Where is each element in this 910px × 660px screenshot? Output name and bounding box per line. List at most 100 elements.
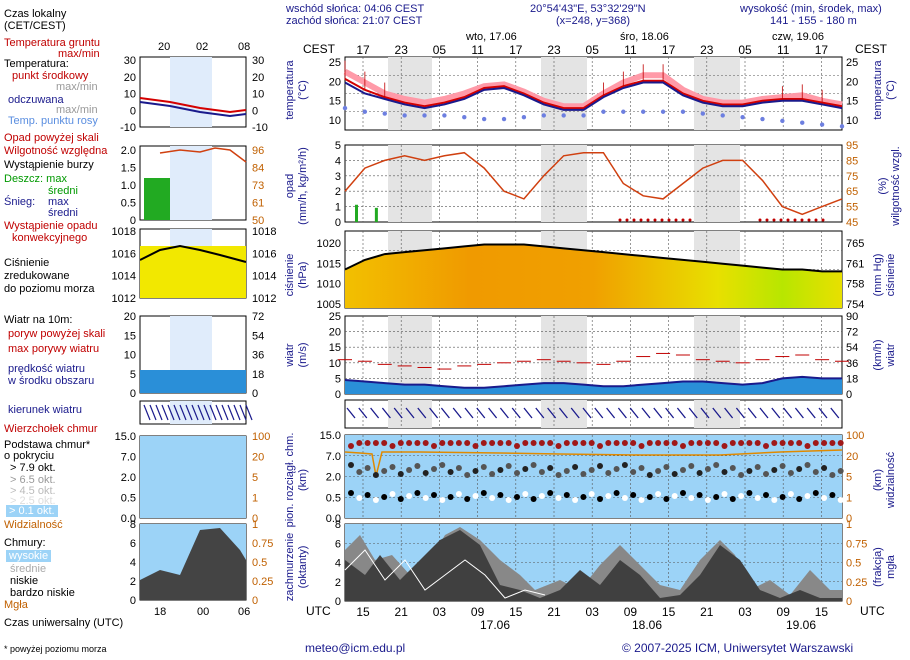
cloud-low-dot-18 xyxy=(497,492,504,498)
cloud-top-dot-9 xyxy=(422,440,429,446)
night-band-wind-0 xyxy=(388,316,432,394)
cloud-base-dot-44 xyxy=(713,462,720,468)
leg-wind-r-4: 0 xyxy=(252,388,258,400)
wind-arrow-35 xyxy=(759,407,769,419)
wind-axis-l-1: 20 xyxy=(329,327,341,339)
cloud-low-dot-52 xyxy=(779,494,786,500)
dew-point-dot-15 xyxy=(641,109,646,114)
wind-arrow-31 xyxy=(712,407,722,419)
prec-axis-l-0: 5 xyxy=(335,140,341,152)
cloud-top-dot-4 xyxy=(381,440,388,446)
cloud-base-dot-33 xyxy=(621,462,628,468)
cloud-low-dot-26 xyxy=(563,492,570,498)
legend-wind-speed: prędkość wiatru xyxy=(8,363,86,375)
cloud-base-dot-10 xyxy=(431,466,437,472)
legend-visibility: Widzialność xyxy=(4,519,63,531)
dew-point-dot-1 xyxy=(362,109,368,114)
cest-tick-9: 23 xyxy=(700,43,714,57)
legend-okt65: > 6.5 okt. xyxy=(10,474,56,486)
cloud-low-dot-43 xyxy=(704,497,711,503)
leg-fog-r-3: 0.25 xyxy=(252,576,273,588)
cloud-base-dot-48 xyxy=(746,468,753,474)
cloud-top-dot-28 xyxy=(580,440,587,446)
cloud-top-dot-47 xyxy=(738,440,745,446)
wind-arrow-36 xyxy=(771,407,781,419)
temp-axis-r-3: 10 xyxy=(846,115,858,127)
cloud-base-dot-16 xyxy=(480,464,487,470)
cloud-base-dot-46 xyxy=(729,465,736,471)
cloud-low-dot-51 xyxy=(771,497,778,503)
wind-arrow-21 xyxy=(594,407,604,419)
cloud-top-dot-49 xyxy=(754,440,761,446)
cloud-axis-l-2: 2.0 xyxy=(326,472,341,484)
cloud-base-dot-50 xyxy=(763,471,769,477)
cloud-axis-l-4: 0.0 xyxy=(326,513,341,525)
conv-dot-a-3 xyxy=(639,218,643,222)
leg-temp-r-0: 30 xyxy=(252,55,264,67)
cloud-low-dot-44 xyxy=(713,494,720,500)
temp-axis-l-3: 10 xyxy=(329,115,341,127)
wind-arrow-22 xyxy=(606,407,616,419)
cest-label-left: CEST xyxy=(303,42,336,56)
height-values: 141 - 155 - 180 m xyxy=(770,15,857,27)
cest-tick-6: 05 xyxy=(586,43,600,57)
cloud-low-dot-55 xyxy=(804,493,811,499)
legend-utc-time: Czas uniwersalny (UTC) xyxy=(4,617,124,629)
night-band-prec-1 xyxy=(541,145,587,222)
leg-vis-r-1: 20 xyxy=(252,452,264,464)
cloud-low-dot-16 xyxy=(480,490,487,496)
wind-arrow-14 xyxy=(511,407,521,419)
dew-point-dot-13 xyxy=(601,109,606,114)
wind-axis-l-4: 5 xyxy=(335,373,341,385)
leg-temp-l-0: 30 xyxy=(124,55,136,67)
wind-axis-l-0: 25 xyxy=(329,311,341,323)
legend-rain-mean: średni xyxy=(48,185,78,197)
legend-wind-area xyxy=(140,370,246,393)
cloud-low-dot-12 xyxy=(447,494,454,500)
cloud-low-dot-24 xyxy=(547,490,554,496)
cloud-base-dot-57 xyxy=(821,465,828,471)
legend-hour-00: 00 xyxy=(197,606,210,618)
leg-wind-r-0: 72 xyxy=(252,311,264,323)
conv-dot-a-6 xyxy=(660,218,664,222)
wind-arrow-9 xyxy=(452,407,462,419)
legend-perceived-line xyxy=(139,101,247,118)
legend-wind-arrow-6 xyxy=(179,404,187,421)
cloud-low-dot-4 xyxy=(381,494,388,500)
cloud-top-dot-42 xyxy=(696,440,703,446)
wind-axis-r-5: 0 xyxy=(846,389,852,401)
cloud-low-area xyxy=(345,530,842,601)
leg-cloud-l-1: 7.0 xyxy=(121,452,136,464)
cloud-base-dot-55 xyxy=(804,462,811,468)
legend-humidity: Wilgotność względna xyxy=(4,145,108,157)
temp-axis-l-2: 15 xyxy=(329,96,341,108)
wind-arrow-10 xyxy=(464,407,474,419)
cloud-base-dot-6 xyxy=(397,471,404,477)
cloud-base-dot-59 xyxy=(837,468,844,474)
leg-pres-l-0: 1018 xyxy=(112,226,136,238)
cloud-low-dot-33 xyxy=(621,495,628,501)
legend-perceived: odczuwana xyxy=(8,94,64,106)
cloud-top-dot-38 xyxy=(663,440,670,446)
cest-tick-2: 05 xyxy=(433,43,447,57)
cloud-top-dot-18 xyxy=(497,440,504,446)
cloud-top-dot-35 xyxy=(638,443,645,449)
cloud-low-dot-35 xyxy=(638,497,645,503)
night-band-temp-1 xyxy=(541,57,587,130)
leg-cov-l-1: 6 xyxy=(130,538,136,550)
leg-hum-r-2: 73 xyxy=(252,180,264,192)
cloud-top-dot-56 xyxy=(812,440,819,446)
cloud-top-dot-45 xyxy=(721,443,728,449)
utc-tick-12: 15 xyxy=(815,605,829,619)
utc-date-1: 17.06 xyxy=(480,618,511,632)
cloud-low-dot-45 xyxy=(721,491,728,497)
legend-cloud-base: Podstawa chmur* xyxy=(4,439,91,451)
legend-okt25: > 2.5 okt. xyxy=(10,495,56,507)
legend-wind-arrow-7 xyxy=(185,404,193,421)
cloud-base-dot-2 xyxy=(364,465,371,471)
legend-hour-06: 06 xyxy=(238,606,251,618)
legend-local-time: Czas lokalny xyxy=(4,8,67,20)
cloud-low-dot-2 xyxy=(364,492,371,498)
cloud-base-dot-45 xyxy=(721,469,728,475)
footer-email[interactable]: meteo@icm.edu.pl xyxy=(305,641,406,655)
